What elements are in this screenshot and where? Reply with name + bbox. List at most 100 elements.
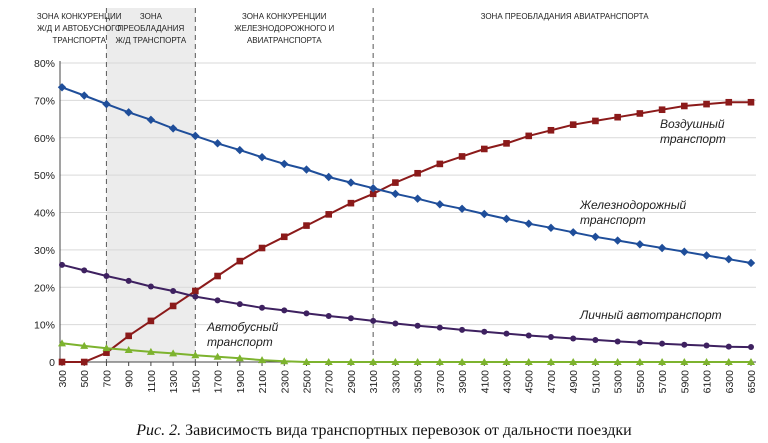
data-point <box>457 204 467 213</box>
y-tick-label: 0 <box>49 357 55 369</box>
series-annotation: транспорт <box>660 132 726 146</box>
x-tick-label: 1500 <box>190 370 202 394</box>
gridlines <box>60 62 756 326</box>
data-point <box>302 358 311 365</box>
zone-label: ЖЕЛЕЗНОДОРОЖНОГО И <box>234 24 334 33</box>
data-point <box>103 349 110 356</box>
data-point <box>213 352 222 360</box>
y-tick-label: 60% <box>34 133 55 145</box>
data-point <box>59 261 65 268</box>
data-point <box>503 330 510 337</box>
x-tick-label: 5300 <box>613 370 625 394</box>
data-point <box>614 113 621 121</box>
data-point <box>435 200 445 209</box>
data-point <box>591 232 600 241</box>
series-bus <box>58 339 755 365</box>
data-point <box>125 332 132 340</box>
data-point <box>747 98 755 106</box>
data-point <box>369 190 377 198</box>
series-annotation: Воздушный <box>660 117 725 131</box>
zone-label: ЗОНА ПРЕОБЛАДАНИЯ АВИАТРАНСПОРТА <box>481 12 650 21</box>
data-point <box>258 244 266 252</box>
zone-label: ЗОНА КОНКУРЕНЦИИ <box>37 12 122 21</box>
data-point <box>436 324 443 331</box>
data-point <box>636 339 643 346</box>
data-point <box>481 328 488 335</box>
x-tick-label: 1700 <box>213 370 225 394</box>
x-tick-label: 3700 <box>435 370 447 394</box>
data-point <box>346 358 355 365</box>
x-tick-label: 5900 <box>679 370 691 394</box>
data-point <box>414 322 421 329</box>
data-point <box>591 358 600 365</box>
zone-dividers <box>105 8 374 362</box>
data-point <box>57 83 67 92</box>
data-point <box>324 172 333 182</box>
data-point <box>681 102 688 110</box>
x-tick-label: 3100 <box>368 370 380 394</box>
data-point <box>147 317 155 325</box>
data-point <box>413 358 422 365</box>
data-point <box>658 358 667 365</box>
data-point <box>347 315 354 322</box>
x-tick-label: 5100 <box>590 370 602 394</box>
y-tick-label: 10% <box>34 320 55 332</box>
data-point <box>502 358 511 365</box>
data-point <box>235 145 245 155</box>
x-tick-label: 2300 <box>279 370 291 394</box>
data-point <box>614 338 621 345</box>
data-point <box>192 287 199 295</box>
data-point <box>392 179 399 186</box>
data-point <box>570 335 577 342</box>
series-annotation: Автобусный <box>206 320 279 334</box>
series-rail <box>57 83 756 268</box>
data-point <box>303 222 310 229</box>
data-point <box>168 124 178 133</box>
x-tick-label: 4100 <box>479 370 491 394</box>
x-tick-label: 2500 <box>301 370 313 394</box>
data-point <box>413 194 422 203</box>
data-point <box>391 189 400 199</box>
data-point <box>324 358 333 365</box>
y-tick-label: 30% <box>34 245 55 257</box>
x-tick-label: 900 <box>124 370 136 388</box>
data-point <box>280 159 289 169</box>
data-point <box>391 358 400 365</box>
series-air <box>58 98 755 366</box>
x-tick-label: 3500 <box>413 370 425 394</box>
x-tick-label: 6500 <box>746 370 758 394</box>
x-tick-label: 2100 <box>257 370 269 394</box>
data-point <box>502 214 511 224</box>
data-point <box>302 165 311 174</box>
x-tick-label: 1100 <box>146 370 158 393</box>
data-point <box>524 358 533 365</box>
data-point <box>125 277 132 284</box>
data-point <box>613 358 622 365</box>
series-line <box>61 263 752 349</box>
y-tick-label: 80% <box>34 58 55 70</box>
data-point <box>80 358 88 366</box>
x-tick-label: 2900 <box>346 370 358 394</box>
x-tick-label: 5500 <box>635 370 647 394</box>
data-point <box>259 304 266 311</box>
tick-labels: 0 10% 20% 30% 40% 50% 60% 70% 80% 300 500 700 900 110… <box>34 58 758 393</box>
data-point <box>459 326 466 333</box>
transport-share-chart: 0 10% 20% 30% 40% 50% 60% 70% 80% 300 500 700 900 110… <box>34 8 758 393</box>
data-point <box>725 98 733 106</box>
data-point <box>703 100 710 108</box>
data-point <box>213 139 222 148</box>
data-point <box>80 91 89 100</box>
x-tick-label: 6300 <box>724 370 736 394</box>
data-point <box>80 341 89 349</box>
data-point <box>124 346 133 354</box>
data-point <box>703 342 710 349</box>
data-point <box>724 358 733 365</box>
data-point <box>569 358 578 365</box>
data-point <box>236 257 244 265</box>
data-point <box>746 258 756 268</box>
data-point <box>681 341 688 348</box>
x-tick-label: 4300 <box>502 370 514 394</box>
data-point <box>546 223 556 233</box>
y-tick-label: 20% <box>34 282 55 294</box>
x-tick-label: 500 <box>79 370 91 388</box>
